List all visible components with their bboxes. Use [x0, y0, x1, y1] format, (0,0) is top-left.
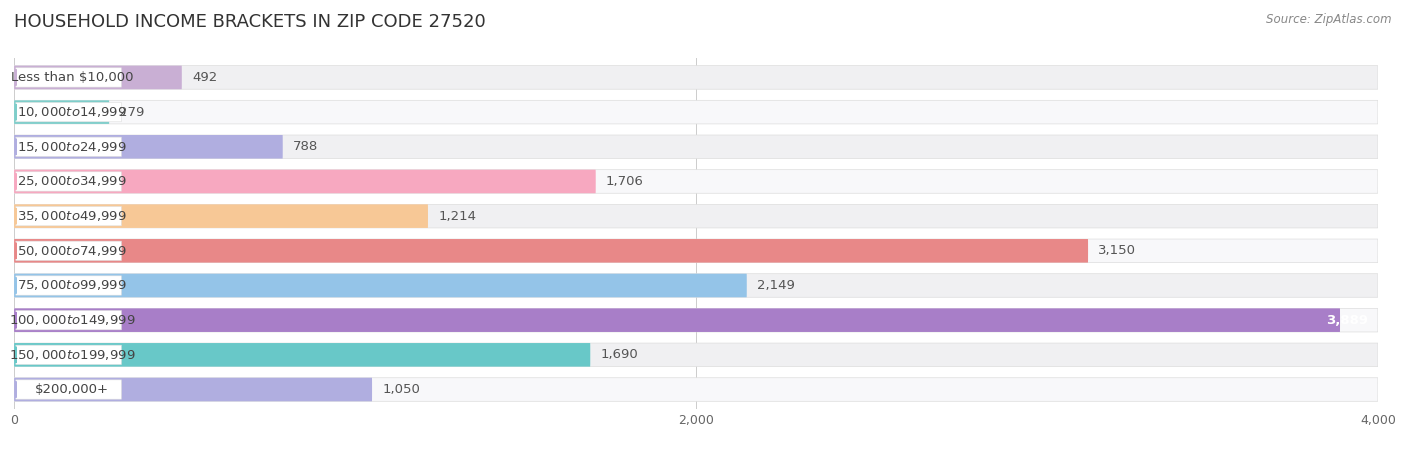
Text: 788: 788 [292, 140, 318, 153]
FancyBboxPatch shape [14, 378, 373, 401]
Text: 3,889: 3,889 [1326, 314, 1368, 327]
FancyBboxPatch shape [14, 274, 747, 297]
Text: $50,000 to $74,999: $50,000 to $74,999 [17, 244, 127, 258]
Text: 1,706: 1,706 [606, 175, 644, 188]
FancyBboxPatch shape [14, 66, 1378, 89]
FancyBboxPatch shape [14, 308, 1340, 332]
FancyBboxPatch shape [14, 239, 1088, 263]
Text: 1,050: 1,050 [382, 383, 420, 396]
FancyBboxPatch shape [14, 308, 1378, 332]
Text: $100,000 to $149,999: $100,000 to $149,999 [8, 313, 135, 327]
FancyBboxPatch shape [15, 276, 121, 295]
FancyBboxPatch shape [14, 135, 1378, 158]
Text: $15,000 to $24,999: $15,000 to $24,999 [17, 140, 127, 154]
FancyBboxPatch shape [14, 170, 596, 193]
FancyBboxPatch shape [14, 204, 427, 228]
Text: $10,000 to $14,999: $10,000 to $14,999 [17, 105, 127, 119]
FancyBboxPatch shape [15, 207, 121, 226]
FancyBboxPatch shape [14, 343, 591, 367]
FancyBboxPatch shape [15, 68, 121, 87]
FancyBboxPatch shape [15, 345, 121, 365]
Text: $200,000+: $200,000+ [35, 383, 110, 396]
Text: 1,214: 1,214 [439, 210, 477, 223]
Text: $25,000 to $34,999: $25,000 to $34,999 [17, 175, 127, 189]
FancyBboxPatch shape [14, 170, 1378, 193]
FancyBboxPatch shape [14, 100, 110, 124]
FancyBboxPatch shape [14, 378, 1378, 401]
Text: Less than $10,000: Less than $10,000 [11, 71, 134, 84]
Text: $35,000 to $49,999: $35,000 to $49,999 [17, 209, 127, 223]
Text: Source: ZipAtlas.com: Source: ZipAtlas.com [1267, 13, 1392, 26]
FancyBboxPatch shape [15, 311, 121, 330]
FancyBboxPatch shape [15, 137, 121, 156]
FancyBboxPatch shape [14, 274, 1378, 297]
Text: 279: 279 [120, 106, 145, 119]
Text: $150,000 to $199,999: $150,000 to $199,999 [8, 348, 135, 362]
Text: $75,000 to $99,999: $75,000 to $99,999 [17, 278, 127, 292]
FancyBboxPatch shape [15, 241, 121, 260]
FancyBboxPatch shape [14, 204, 1378, 228]
FancyBboxPatch shape [14, 239, 1378, 263]
FancyBboxPatch shape [15, 380, 121, 399]
Text: 2,149: 2,149 [756, 279, 794, 292]
FancyBboxPatch shape [14, 343, 1378, 367]
Text: 1,690: 1,690 [600, 348, 638, 361]
FancyBboxPatch shape [14, 100, 1378, 124]
Text: 492: 492 [193, 71, 218, 84]
FancyBboxPatch shape [14, 135, 283, 158]
FancyBboxPatch shape [15, 102, 121, 122]
FancyBboxPatch shape [14, 66, 181, 89]
FancyBboxPatch shape [15, 172, 121, 191]
Text: HOUSEHOLD INCOME BRACKETS IN ZIP CODE 27520: HOUSEHOLD INCOME BRACKETS IN ZIP CODE 27… [14, 13, 486, 31]
Text: 3,150: 3,150 [1098, 244, 1136, 257]
